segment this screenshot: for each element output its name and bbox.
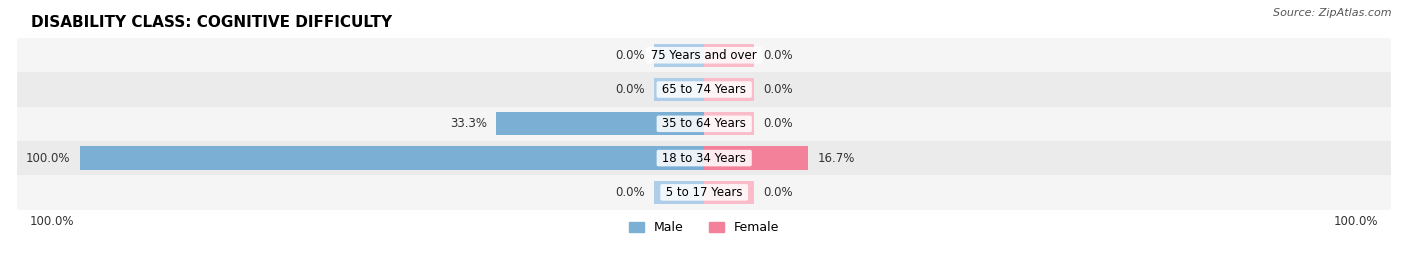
Bar <box>80 146 704 170</box>
Bar <box>17 38 1391 72</box>
Bar <box>704 146 808 170</box>
Text: 0.0%: 0.0% <box>763 49 793 62</box>
Text: 0.0%: 0.0% <box>616 83 645 96</box>
Text: 0.0%: 0.0% <box>616 49 645 62</box>
Bar <box>654 44 704 67</box>
Text: 33.3%: 33.3% <box>450 117 486 130</box>
Text: 0.0%: 0.0% <box>763 186 793 199</box>
Bar <box>704 78 754 101</box>
Bar <box>704 112 754 136</box>
Text: 0.0%: 0.0% <box>616 186 645 199</box>
Text: 18 to 34 Years: 18 to 34 Years <box>658 152 749 165</box>
Bar <box>704 44 754 67</box>
Bar <box>17 72 1391 107</box>
Text: 100.0%: 100.0% <box>25 152 70 165</box>
Bar <box>654 181 704 204</box>
Text: 100.0%: 100.0% <box>30 215 75 228</box>
Text: 16.7%: 16.7% <box>818 152 855 165</box>
Text: 5 to 17 Years: 5 to 17 Years <box>662 186 747 199</box>
Bar <box>17 107 1391 141</box>
Bar <box>17 175 1391 210</box>
Bar <box>17 141 1391 175</box>
Text: Source: ZipAtlas.com: Source: ZipAtlas.com <box>1274 8 1392 18</box>
Text: 75 Years and over: 75 Years and over <box>647 49 761 62</box>
Text: 65 to 74 Years: 65 to 74 Years <box>658 83 749 96</box>
Bar <box>654 78 704 101</box>
Bar <box>496 112 704 136</box>
Text: 35 to 64 Years: 35 to 64 Years <box>658 117 749 130</box>
Legend: Male, Female: Male, Female <box>628 221 779 234</box>
Text: 0.0%: 0.0% <box>763 117 793 130</box>
Text: 0.0%: 0.0% <box>763 83 793 96</box>
Text: 100.0%: 100.0% <box>1334 215 1378 228</box>
Bar <box>704 181 754 204</box>
Text: DISABILITY CLASS: COGNITIVE DIFFICULTY: DISABILITY CLASS: COGNITIVE DIFFICULTY <box>31 15 392 30</box>
